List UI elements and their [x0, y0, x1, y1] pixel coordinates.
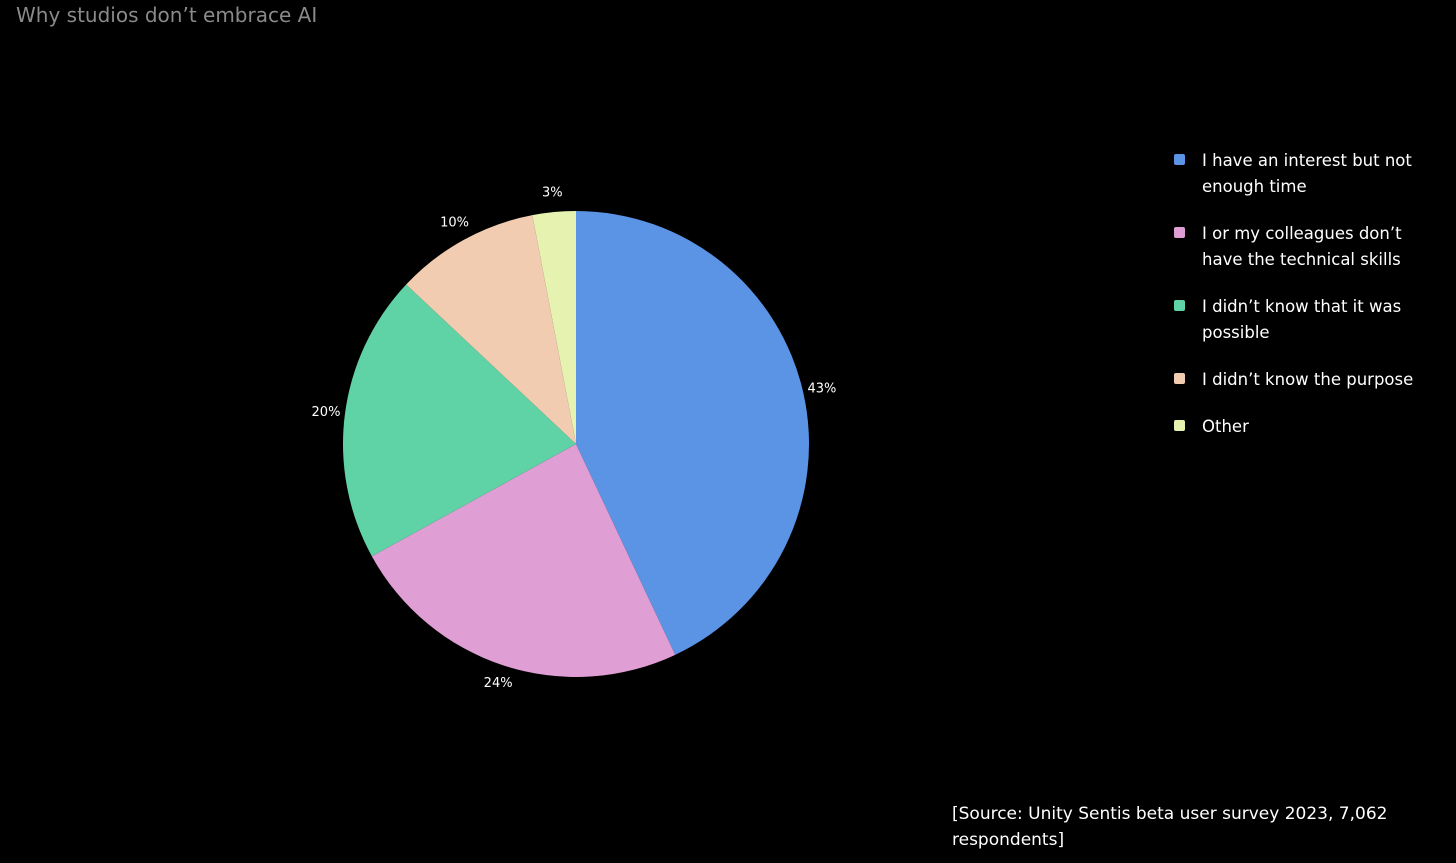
- legend-swatch: [1174, 227, 1185, 238]
- legend-swatch: [1174, 420, 1185, 431]
- legend-label: I didn’t know the purpose: [1202, 370, 1414, 389]
- legend-label: Other: [1202, 417, 1249, 436]
- data-label: 10%: [440, 216, 469, 231]
- data-label: 43%: [807, 382, 836, 397]
- legend-swatch: [1174, 300, 1185, 311]
- data-label: 3%: [542, 186, 563, 201]
- pie-slice: [576, 211, 809, 655]
- legend-swatch: [1174, 154, 1185, 165]
- legend-label: I have an interest but not enough time: [1202, 151, 1412, 196]
- legend-item: I didn’t know the purpose: [1172, 367, 1422, 393]
- source-note: [Source: Unity Sentis beta user survey 2…: [952, 804, 1388, 850]
- data-label: 24%: [484, 676, 513, 691]
- legend-label: I didn’t know that it was possible: [1202, 297, 1402, 342]
- pie-slice: [371, 444, 676, 678]
- data-label: 20%: [312, 405, 341, 420]
- legend-item: Other: [1172, 414, 1422, 440]
- legend: I have an interest but not enough time I …: [1172, 148, 1422, 461]
- legend-item: I have an interest but not enough time: [1172, 148, 1422, 200]
- pie-slice: [406, 215, 576, 444]
- legend-item: I didn’t know that it was possible: [1172, 294, 1422, 346]
- chart-title: Why studios don’t embrace AI: [16, 3, 318, 27]
- pie-slice: [343, 284, 576, 557]
- pie-slice: [532, 211, 576, 444]
- legend-swatch: [1174, 373, 1185, 384]
- legend-label: I or my colleagues don’t have the techni…: [1202, 224, 1402, 269]
- legend-item: I or my colleagues don’t have the techni…: [1172, 221, 1422, 273]
